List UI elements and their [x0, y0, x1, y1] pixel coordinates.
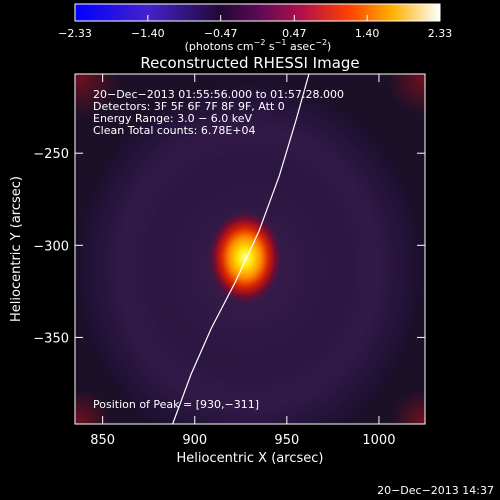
y-axis: −250 −300 −350 — [33, 147, 425, 346]
colorbar-tick-label: 2.33 — [428, 27, 453, 40]
annotation-block: 20−Dec−2013 01:55:56.000 to 01:57:28.000… — [93, 88, 344, 137]
colorbar-unit-label: (photons cm−2 s−1 asec−2) — [185, 38, 332, 53]
colorbar-gradient — [74, 3, 441, 22]
x-tick-label: 850 — [90, 433, 115, 448]
peak-position-label: Position of Peak = [930,−311] — [93, 398, 259, 411]
annotation-line: Energy Range: 3.0 − 6.0 keV — [93, 112, 253, 125]
x-tick-label: 950 — [274, 433, 299, 448]
y-tick-label: −250 — [33, 147, 69, 162]
annotation-line: 20−Dec−2013 01:55:56.000 to 01:57:28.000 — [93, 88, 344, 101]
corner-emission-top-left — [75, 74, 120, 118]
flare-peak-source — [207, 209, 283, 306]
x-tick-label: 1000 — [362, 433, 395, 448]
footer-timestamp: 20−Dec−2013 14:37 — [377, 484, 494, 497]
x-axis-label: Heliocentric X (arcsec) — [177, 451, 324, 466]
annotation-line: Detectors: 3F 5F 6F 7F 8F 9F, Att 0 — [93, 100, 285, 113]
annotation-line: Clean Total counts: 6.78E+04 — [93, 124, 256, 137]
colorbar-tick-label: −2.33 — [58, 27, 92, 40]
y-axis-label: Heliocentric Y (arcsec) — [9, 176, 24, 322]
colorbar-tick-label: −1.40 — [131, 27, 165, 40]
colorbar-tick-label: 0.47 — [282, 27, 307, 40]
colorbar: −2.33 −1.40 −0.47 0.47 1.40 2.33 (photons cm−… — [58, 3, 452, 53]
chart-title: Reconstructed RHESSI Image — [140, 54, 359, 72]
colorbar-tick-label: −0.47 — [204, 27, 238, 40]
x-tick-label: 900 — [182, 433, 207, 448]
corner-emission-bottom-right — [392, 390, 425, 424]
corner-emission-bottom-left — [75, 390, 110, 424]
plot-frame — [74, 73, 426, 425]
y-tick-label: −350 — [33, 331, 69, 346]
colorbar-tick-group: −2.33 −1.40 −0.47 0.47 1.40 2.33 — [58, 15, 452, 40]
y-tick-label: −300 — [33, 239, 69, 254]
x-axis: 850 900 950 1000 — [90, 74, 395, 448]
colorbar-tick-label: 1.40 — [355, 27, 380, 40]
plot-area — [75, 74, 425, 424]
solar-limb-curve — [172, 74, 310, 424]
corner-emission-top-right — [388, 74, 425, 114]
